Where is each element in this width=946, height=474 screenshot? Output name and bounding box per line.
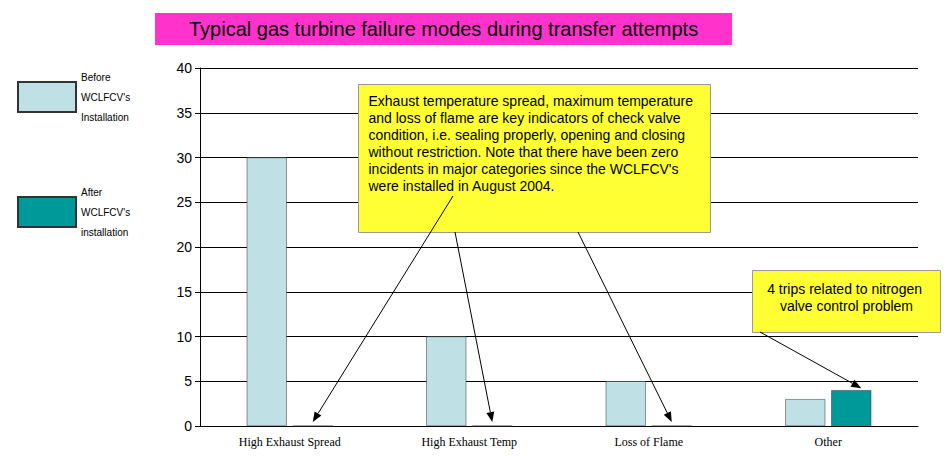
svg-text:4 trips related to nitrogen: 4 trips related to nitrogen [767, 281, 926, 297]
svg-text:15: 15 [176, 284, 192, 300]
svg-text:Other: Other [815, 435, 842, 449]
svg-text:35: 35 [176, 105, 192, 121]
svg-text:High Exhaust Temp: High Exhaust Temp [421, 435, 517, 449]
svg-text:25: 25 [176, 194, 192, 210]
svg-text:valve control problem: valve control problem [780, 298, 913, 314]
svg-text:High Exhaust Spread: High Exhaust Spread [239, 435, 341, 449]
svg-text:30: 30 [176, 150, 192, 166]
svg-text:20: 20 [176, 239, 192, 255]
svg-text:Before: Before [81, 72, 111, 83]
svg-text:Typical gas turbine failure mo: Typical gas turbine failure modes during… [189, 18, 698, 40]
svg-text:5: 5 [184, 373, 192, 389]
svg-text:40: 40 [176, 60, 192, 76]
svg-text:Exhaust temperature spread, ma: Exhaust temperature spread, maximum temp… [369, 93, 697, 109]
svg-text:and loss of flame are key indi: and loss of flame are key indicators of … [369, 110, 685, 126]
svg-text:After: After [81, 187, 103, 198]
svg-text:0: 0 [184, 418, 192, 434]
svg-text:Loss of Flame: Loss of Flame [614, 435, 683, 449]
svg-text:WCLFCV's: WCLFCV's [81, 92, 130, 103]
svg-text:were installed in August 2004.: were installed in August 2004. [368, 178, 555, 194]
svg-text:without restriction. Note that: without restriction. Note that there hav… [368, 144, 683, 160]
svg-text:installation: installation [81, 227, 128, 238]
svg-text:incidents in major categories: incidents in major categories since the … [369, 161, 683, 177]
svg-text:Installation: Installation [81, 112, 129, 123]
svg-text:10: 10 [176, 329, 192, 345]
svg-text:condition, i.e. sealing proper: condition, i.e. sealing properly, openin… [369, 127, 689, 143]
svg-text:WCLFCV's: WCLFCV's [81, 207, 130, 218]
